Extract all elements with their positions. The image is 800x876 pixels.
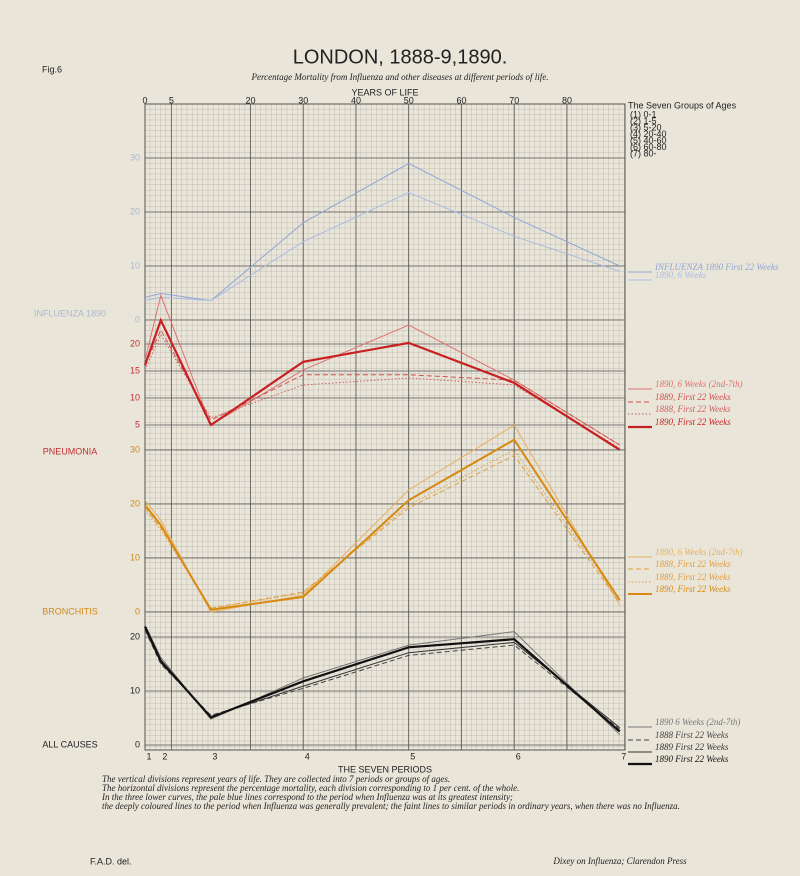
- series-line: [144, 624, 621, 736]
- legend-label: 1890, First 22 Weeks: [655, 584, 731, 594]
- y-tick-label: 20: [130, 498, 140, 508]
- y-tick-label: 0: [135, 314, 140, 324]
- note: the deeply coloured lines to the period …: [102, 801, 680, 811]
- panel-label: ALL CAUSES: [42, 739, 97, 749]
- x-tick-label: 5: [169, 95, 174, 105]
- series-line: [144, 454, 621, 609]
- series-line: [144, 438, 621, 611]
- age-group: (1) 0-1: [630, 109, 657, 119]
- chart-title: LONDON, 1888-9,1890.: [293, 46, 508, 68]
- panel-label: PNEUMONIA: [43, 446, 98, 456]
- series-line: [144, 424, 621, 613]
- legend-label: 1890 6 Weeks (2nd-7th): [655, 717, 740, 727]
- series-line: [144, 449, 621, 609]
- legend-label: 1888, First 22 Weeks: [655, 404, 731, 414]
- y-tick-label: 10: [130, 260, 140, 270]
- period-label: 6: [516, 751, 521, 761]
- x-tick-label: 30: [298, 95, 308, 105]
- x-tick-label: 20: [245, 95, 255, 105]
- period-label: 1: [146, 751, 151, 761]
- period-label: 4: [305, 751, 310, 761]
- legend-label: 1888, First 22 Weeks: [655, 559, 731, 569]
- age-group: (6) 60-80: [630, 142, 667, 152]
- x-tick-label: 60: [456, 95, 466, 105]
- legend-label: 1888 First 22 Weeks: [655, 730, 729, 740]
- period-axis-title: THE SEVEN PERIODS: [338, 764, 432, 774]
- legend-label: 1890, 6 Weeks: [655, 270, 707, 280]
- y-tick-label: 0: [135, 606, 140, 616]
- legend-label: 1890, 6 Weeks (2nd-7th): [655, 379, 743, 389]
- y-tick-label: 5: [135, 419, 140, 429]
- note: The vertical divisions represent years o…: [102, 774, 450, 784]
- graph-paper: [144, 103, 626, 751]
- x-tick-label: 50: [404, 95, 414, 105]
- legend-label: 1890, 6 Weeks (2nd-7th): [655, 547, 743, 557]
- y-tick-label: 20: [130, 631, 140, 641]
- y-tick-label: 10: [130, 685, 140, 695]
- x-tick-label: 40: [351, 95, 361, 105]
- period-label: 3: [212, 751, 217, 761]
- legend-label: 1890, First 22 Weeks: [655, 417, 731, 427]
- y-tick-label: 20: [130, 338, 140, 348]
- series-line: [144, 162, 620, 302]
- panel-label: BRONCHITIS: [42, 606, 98, 616]
- panel-label: INFLUENZA 1890: [34, 308, 106, 318]
- y-tick-label: 15: [130, 365, 140, 375]
- note: In the three lower curves, the pale blue…: [101, 792, 513, 802]
- subtitle: Percentage Mortality from Influenza and …: [251, 72, 549, 82]
- period-label: 5: [410, 751, 415, 761]
- series-line: [144, 628, 621, 729]
- series-line: [144, 626, 621, 733]
- age-groups-title: The Seven Groups of Ages: [628, 100, 737, 110]
- age-group: (5) 40-60: [630, 135, 667, 145]
- age-group: (4) 20-40: [630, 129, 667, 139]
- y-tick-label: 30: [130, 444, 140, 454]
- series-line: [144, 328, 620, 446]
- series-line: [144, 333, 620, 449]
- y-tick-label: 20: [130, 206, 140, 216]
- x-tick-label: 80: [562, 95, 572, 105]
- x-tick-label: 70: [509, 95, 519, 105]
- period-label: 2: [162, 751, 167, 761]
- fig-label: Fig.6: [42, 64, 62, 74]
- legend-label: 1890 First 22 Weeks: [655, 754, 729, 764]
- credit-right: Dixey on Influenza; Clarendon Press: [552, 856, 687, 866]
- age-group: (3) 5-20: [630, 122, 662, 132]
- credit-left: F.A.D. del.: [90, 856, 132, 866]
- legend-label: INFLUENZA 1890 First 22 Weeks: [654, 262, 779, 272]
- note: The horizontal divisions represent the p…: [102, 783, 519, 793]
- x-tick-label: 0: [142, 95, 147, 105]
- y-tick-label: 10: [130, 392, 140, 402]
- legend-label: 1889, First 22 Weeks: [655, 392, 731, 402]
- legend-label: 1889 First 22 Weeks: [655, 742, 729, 752]
- y-tick-label: 10: [130, 552, 140, 562]
- y-tick-label: 0: [135, 739, 140, 749]
- legend-label: 1889, First 22 Weeks: [655, 572, 731, 582]
- age-group: (7) 80-: [630, 148, 657, 158]
- y-tick-label: 30: [130, 152, 140, 162]
- series-line: [143, 317, 621, 451]
- series-line: [144, 293, 620, 446]
- period-label: 7: [621, 751, 626, 761]
- age-group: (2) 1-5: [630, 116, 657, 126]
- x-axis-title: YEARS OF LIFE: [351, 87, 418, 97]
